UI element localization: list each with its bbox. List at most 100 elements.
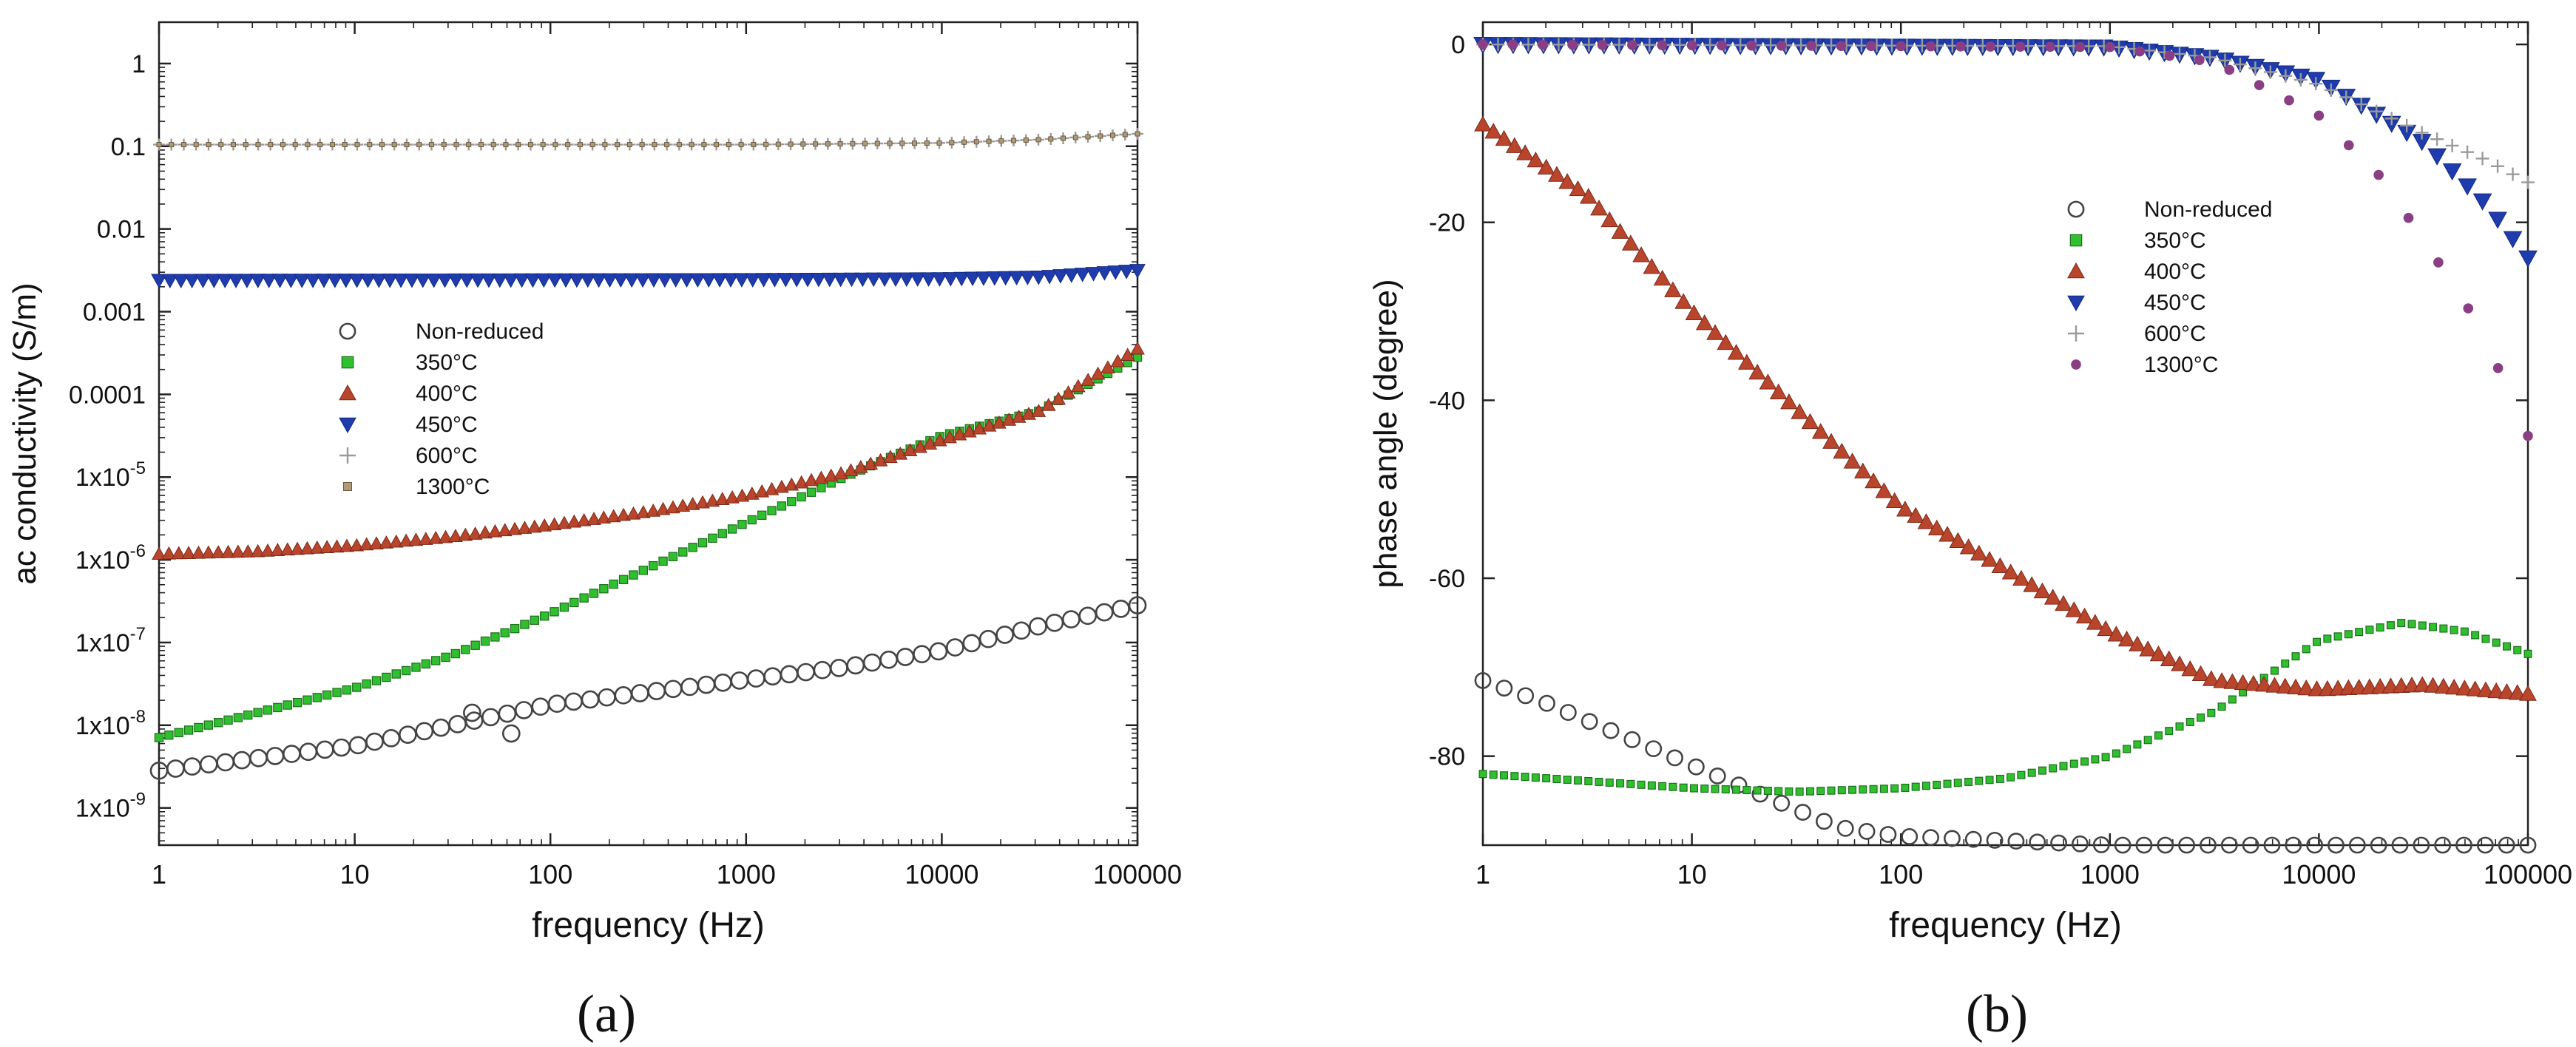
data-point [2481, 634, 2490, 643]
data-point [2313, 110, 2325, 121]
data-point [1975, 776, 1984, 785]
y-axis-title: ac conductivity (S/m) [7, 282, 43, 584]
data-point [1484, 123, 1503, 139]
data-point [312, 693, 322, 702]
data-point [2129, 635, 2146, 651]
data-point [1072, 135, 1078, 140]
data-point [1600, 211, 1619, 228]
y-tick-label: -60 [1429, 565, 1465, 593]
data-point [596, 510, 612, 524]
data-point [973, 139, 979, 145]
data-point [817, 483, 826, 492]
data-point [501, 724, 521, 743]
data-point [428, 142, 434, 148]
data-point [249, 274, 266, 288]
data-point [425, 273, 442, 288]
data-point [1581, 713, 1598, 731]
data-point [1495, 680, 1513, 697]
legend-label: 350°C [416, 350, 478, 375]
data-point [174, 728, 183, 738]
data-point [1763, 786, 1772, 795]
data-point [302, 695, 312, 705]
data-point [2270, 666, 2279, 675]
data-point [2302, 645, 2310, 654]
data-point [1875, 482, 1893, 498]
data-point [734, 273, 750, 288]
data-point [1643, 38, 1657, 52]
data-point [1901, 783, 1910, 792]
data-point [348, 274, 365, 288]
data-point [1621, 234, 1640, 251]
data-point [191, 545, 206, 559]
data-point [2477, 681, 2495, 697]
data-point [714, 492, 730, 505]
x-tick-label: 1000 [2080, 859, 2140, 890]
y-axis-title: phase angle (degree) [1368, 279, 1404, 588]
data-point [2050, 834, 2068, 852]
data-point [755, 273, 772, 288]
data-point [751, 141, 757, 147]
data-point [438, 529, 453, 543]
data-point [1612, 38, 1626, 52]
data-point [924, 140, 930, 146]
data-point [1029, 617, 1047, 636]
data-point [2029, 833, 2046, 851]
data-point [2117, 630, 2136, 647]
data-point [1096, 266, 1113, 281]
data-point [273, 702, 283, 713]
data-point [379, 142, 385, 148]
data-point [1500, 771, 1509, 780]
plot-frame [158, 21, 1139, 847]
data-point [527, 142, 533, 148]
data-point [569, 597, 579, 608]
x-axis-title: frequency (Hz) [532, 906, 765, 945]
data-point [678, 273, 695, 288]
data-point [233, 713, 243, 722]
data-point [503, 142, 509, 148]
data-point [2114, 836, 2132, 854]
data-point [2254, 80, 2265, 90]
data-point [206, 274, 223, 288]
data-point [292, 142, 298, 148]
data-point [271, 274, 288, 288]
data-point [1130, 341, 1145, 355]
data-point [502, 273, 519, 288]
data-point [1590, 199, 1608, 216]
data-point [2143, 736, 2152, 745]
data-point [655, 501, 671, 515]
data-point [635, 505, 651, 518]
data-point [2012, 569, 2030, 586]
data-point [888, 272, 904, 288]
data-point [1569, 180, 1587, 197]
legend-marker [2067, 200, 2085, 218]
data-point [747, 515, 757, 525]
data-point [757, 510, 767, 521]
data-point [2434, 836, 2452, 854]
y-tick-label: 0.001 [83, 299, 146, 327]
legend-label: 450°C [2144, 291, 2206, 315]
data-point [2207, 708, 2216, 717]
data-point [171, 546, 186, 560]
legend-label: 600°C [2144, 322, 2206, 346]
data-point [1896, 501, 1914, 517]
y-tick-exponent: -9 [130, 790, 146, 810]
data-point [263, 705, 273, 715]
data-point [678, 547, 688, 557]
y-tick-exponent: -8 [130, 707, 146, 727]
data-point [2488, 211, 2507, 229]
data-point [2086, 614, 2104, 630]
data-point [1985, 776, 1994, 785]
data-point [711, 273, 728, 288]
data-point [550, 607, 559, 617]
data-point [1911, 782, 1920, 791]
data-point [1885, 492, 1904, 509]
data-point [1833, 442, 1851, 459]
data-point [309, 541, 325, 554]
data-point [635, 273, 651, 288]
legend-label: 400°C [416, 382, 478, 406]
data-point [371, 676, 382, 685]
data-point [744, 273, 761, 288]
data-point [609, 579, 618, 589]
data-point [2043, 589, 2062, 605]
data-point [393, 274, 409, 288]
